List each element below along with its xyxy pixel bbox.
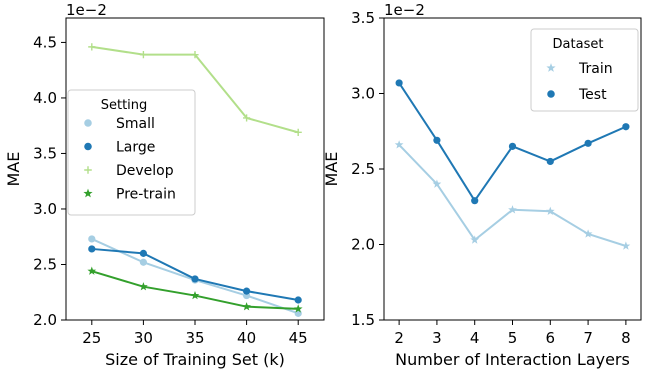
legend-marker-train (546, 63, 556, 72)
y-tick-label: 3.0 (33, 200, 57, 218)
y-tick-label: 2.0 (33, 311, 57, 329)
y-tick-label: 2.5 (33, 255, 57, 273)
data-point-pre-train (87, 266, 97, 275)
y-tick-label: 1.5 (351, 311, 375, 329)
data-point-train (508, 205, 517, 214)
chart-interaction-layers: 1.5 2.0 2.5 3.0 3.5 2 3 4 5 6 7 8 Number of Interact… (322, 1, 642, 369)
data-point-test (508, 142, 517, 150)
x-axis-label: Size of Training Set (k) (105, 350, 285, 369)
legend-marker-pre-train (83, 188, 93, 198)
legend-marker-test (547, 90, 555, 98)
legend-marker-develop (84, 166, 92, 174)
x-tick-label: 4 (470, 329, 480, 347)
data-point-develop (139, 51, 147, 59)
series-line-train (398, 144, 627, 247)
data-point-test (433, 136, 441, 144)
legend-label-test: Test (578, 87, 607, 103)
legend-label-small: Small (116, 116, 155, 132)
x-tick-label: 30 (134, 329, 153, 347)
data-point-train (545, 206, 555, 215)
data-point-test (546, 157, 554, 166)
x-tick-label: 7 (583, 329, 593, 347)
legend-title: Dataset (553, 37, 604, 52)
data-point-test (584, 139, 592, 147)
series-pre-train (87, 266, 303, 313)
data-point-large (88, 245, 96, 253)
x-tick-label: 35 (185, 329, 204, 347)
y-tick-label: 3.5 (33, 144, 57, 162)
data-point-small (88, 235, 96, 243)
data-point-large (191, 275, 199, 283)
x-tick-label: 45 (289, 329, 308, 347)
data-point-large (243, 287, 251, 295)
data-point-train (394, 140, 404, 149)
data-point-large (294, 296, 302, 304)
x-tick-label: 25 (82, 329, 101, 347)
series-develop (88, 43, 302, 136)
y-tick-label: 3.5 (351, 9, 375, 27)
y-tick-label: 4.5 (33, 33, 57, 51)
data-point-small (294, 309, 302, 317)
data-point-train (432, 179, 442, 188)
data-point-train (470, 235, 480, 244)
data-point-test (395, 79, 403, 87)
y-axis-label: MAE (322, 152, 341, 187)
data-point-train (621, 241, 631, 250)
legend-box (530, 28, 639, 112)
data-point-develop (294, 128, 302, 136)
y-tick-label: 3.0 (351, 85, 375, 103)
legend-marker-small (84, 119, 92, 127)
y-tick-label: 4.0 (33, 89, 57, 107)
x-tick-label: 8 (621, 329, 631, 347)
x-tick-label: 6 (546, 329, 556, 347)
series-train (394, 140, 631, 250)
x-tick-label: 3 (432, 329, 442, 347)
data-point-small (139, 258, 147, 266)
data-point-large (139, 249, 147, 257)
series-test (395, 79, 630, 205)
data-point-pre-train (293, 304, 303, 313)
y-tick-label: 2.5 (351, 160, 375, 178)
legend-label-large: Large (116, 140, 155, 156)
y-axis-label: MAE (4, 152, 23, 187)
data-point-develop (191, 51, 199, 59)
x-tick-label: 40 (237, 329, 256, 347)
y-axis-multiplier: 1e−2 (384, 1, 425, 19)
y-tick-label: 2.0 (351, 236, 375, 254)
data-point-test (471, 197, 479, 205)
x-tick-label: 2 (394, 329, 404, 347)
data-point-pre-train (242, 302, 251, 311)
series-large (88, 245, 302, 304)
data-point-develop (243, 114, 251, 122)
data-point-pre-train (190, 290, 200, 300)
y-axis-multiplier: 1e−2 (66, 1, 107, 19)
legend-label-pre-train: Pre-train (116, 187, 176, 203)
data-point-develop (88, 43, 96, 51)
legend-box (67, 89, 196, 216)
legend-label-train: Train (578, 61, 613, 77)
legend: Setting Small Large Develop Pre-train (67, 89, 196, 216)
x-axis-label: Number of Interaction Layers (395, 350, 630, 369)
data-point-test (622, 123, 630, 131)
data-point-pre-train (139, 282, 148, 291)
data-point-train (583, 229, 593, 238)
legend-label-develop: Develop (116, 163, 174, 179)
x-tick-label: 5 (508, 329, 518, 347)
legend-title: Setting (101, 98, 148, 113)
legend: Dataset Train Test (530, 28, 639, 112)
legend-marker-large (84, 142, 92, 151)
